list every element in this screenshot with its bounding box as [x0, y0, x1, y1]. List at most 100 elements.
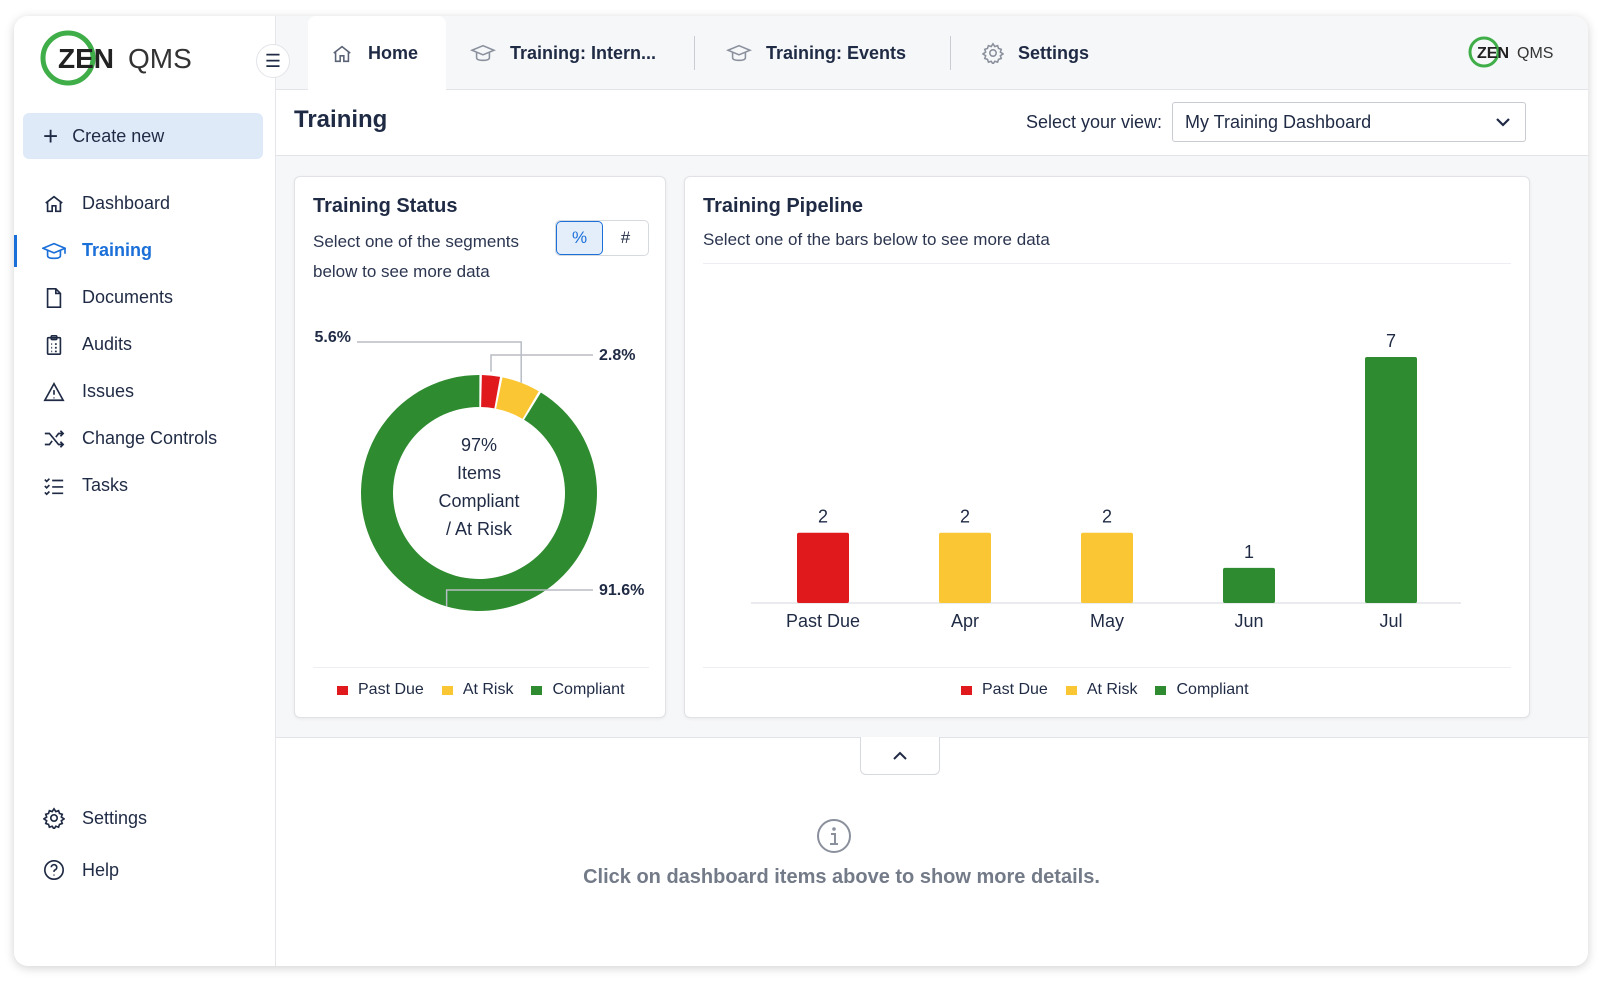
sidebar-item-help[interactable]: Help	[14, 844, 276, 896]
dashboard-content: Training Status Select one of the segmen…	[276, 156, 1588, 738]
sidebar-item-tasks[interactable]: Tasks	[14, 462, 276, 509]
tab-label: Home	[368, 43, 419, 63]
details-empty-message: Click on dashboard items above to show m…	[583, 866, 1100, 888]
bar-value-label: 2	[960, 507, 970, 527]
bar-jun[interactable]	[1223, 567, 1275, 603]
donut-data-label: 5.6%	[315, 329, 351, 346]
legend-label: Past Due	[358, 681, 424, 698]
sidebar-item-label: Dashboard	[82, 193, 171, 213]
legend-label: Past Due	[982, 681, 1048, 698]
sidebar-item-audits[interactable]: Audits	[14, 321, 276, 368]
donut-center-value: 97%	[461, 435, 497, 455]
tab-settings[interactable]: Settings	[982, 16, 1089, 90]
card-title: Training Pipeline	[703, 195, 864, 217]
collapse-panel-button[interactable]	[860, 737, 940, 775]
x-tick-label: Jun	[1234, 611, 1263, 631]
legend-item-compliant[interactable]: Compliant	[531, 681, 625, 699]
sidebar-nav: Dashboard Training Documents Audits	[14, 180, 276, 509]
clipboard-icon	[42, 333, 66, 357]
card-title: Training Status	[313, 195, 458, 217]
sidebar-item-documents[interactable]: Documents	[14, 274, 276, 321]
view-select-label: Select your view:	[1026, 112, 1163, 132]
x-tick-label: Past Due	[786, 611, 860, 631]
graduation-cap-icon	[42, 239, 66, 263]
plus-icon: +	[43, 121, 59, 151]
legend-label: At Risk	[1086, 681, 1138, 698]
legend-label: At Risk	[462, 681, 514, 698]
graduation-cap-icon	[726, 42, 752, 64]
gear-icon	[982, 42, 1004, 64]
view-select-dropdown[interactable]: My Training Dashboard	[1172, 102, 1526, 142]
training-status-donut-chart: 2.8% 5.6% 91.6% 97% Items Compliant / At R…	[315, 329, 644, 611]
zenqms-logo[interactable]: ZEN QMS	[40, 28, 200, 88]
logo-text-light: QMS	[1517, 45, 1553, 62]
tab-bar: Home Training: Intern... Training: Event…	[276, 16, 1588, 91]
page-title: Training	[294, 106, 388, 133]
legend-swatch	[1065, 685, 1077, 695]
bar-apr[interactable]	[939, 532, 991, 603]
donut-center-label: Compliant	[438, 491, 519, 511]
divider	[703, 263, 1511, 264]
bar-jul[interactable]	[1365, 357, 1417, 603]
bar-value-label: 7	[1386, 331, 1396, 351]
x-tick-label: May	[1090, 611, 1124, 631]
bar-group: 2 Past Due 2 Apr 2 May 1 Jun 7 Jul	[786, 331, 1417, 631]
home-icon	[42, 192, 66, 216]
legend-swatch	[441, 685, 453, 695]
donut-slices	[361, 374, 597, 611]
legend-item-compliant[interactable]: Compliant	[1155, 681, 1249, 699]
details-panel: Click on dashboard items above to show m…	[276, 737, 1588, 966]
bar-may[interactable]	[1081, 532, 1133, 603]
bar-past-due[interactable]	[797, 532, 849, 603]
donut-leader-line	[490, 354, 593, 372]
donut-slice-past-due[interactable]	[481, 375, 501, 409]
card-subtitle-line: below to see more data	[313, 262, 490, 281]
divider	[703, 667, 1511, 668]
legend-item-at-risk[interactable]: At Risk	[441, 681, 514, 699]
tab-separator	[694, 36, 695, 70]
sidebar-item-label: Issues	[82, 381, 135, 401]
sidebar: ZEN QMS + Create new Dashboard Training	[14, 16, 276, 966]
hamburger-icon: ☰	[264, 50, 282, 71]
card-subtitle: Select one of the bars below to see more…	[703, 230, 1050, 249]
training-pipeline-bar-chart: 2 Past Due 2 Apr 2 May 1 Jun 7 Jul	[751, 331, 1461, 631]
toggle-count-button[interactable]: #	[620, 228, 631, 247]
donut-data-label: 2.8%	[599, 347, 635, 364]
legend-item-past-due[interactable]: Past Due	[961, 681, 1048, 699]
checklist-icon	[42, 474, 66, 498]
legend-swatch	[1155, 685, 1167, 695]
sidebar-item-change-controls[interactable]: Change Controls	[14, 415, 276, 462]
tab-training-events[interactable]: Training: Events	[726, 16, 906, 90]
bar-value-label: 1	[1244, 542, 1254, 562]
view-select-value: My Training Dashboard	[1185, 111, 1372, 132]
legend-item-at-risk[interactable]: At Risk	[1065, 681, 1138, 699]
home-icon	[330, 43, 354, 65]
bar-value-label: 2	[818, 507, 828, 527]
x-tick-label: Jul	[1379, 611, 1402, 631]
tab-home[interactable]: Home	[308, 16, 446, 91]
bar-value-label: 2	[1102, 507, 1112, 527]
info-icon	[817, 819, 851, 853]
toggle-percent-button[interactable]: %	[556, 221, 603, 255]
sidebar-item-label: Audits	[82, 334, 133, 354]
gear-icon	[42, 806, 66, 830]
sidebar-item-issues[interactable]: Issues	[14, 368, 276, 415]
donut-data-label: 91.6%	[599, 582, 644, 599]
legend-item-past-due[interactable]: Past Due	[337, 681, 424, 699]
status-legend: Past Due At Risk Compliant	[337, 681, 643, 699]
create-new-button[interactable]: + Create new	[23, 113, 263, 159]
donut-leaders: 2.8% 5.6% 91.6%	[315, 329, 644, 607]
tab-training-internal[interactable]: Training: Intern...	[470, 16, 656, 90]
donut-slice-at-risk[interactable]	[496, 377, 539, 419]
x-tick-label: Apr	[951, 611, 979, 631]
training-status-card: Training Status Select one of the segmen…	[294, 176, 666, 718]
sidebar-item-training[interactable]: Training	[14, 227, 276, 274]
sidebar-item-dashboard[interactable]: Dashboard	[14, 180, 276, 227]
sidebar-item-label: Tasks	[82, 475, 129, 495]
create-new-label: Create new	[72, 125, 165, 146]
warning-icon	[42, 380, 66, 404]
card-subtitle-line: Select one of the segments	[313, 232, 520, 251]
sidebar-item-settings[interactable]: Settings	[14, 792, 276, 844]
document-icon	[42, 286, 66, 310]
sidebar-collapse-button[interactable]: ☰	[256, 44, 290, 78]
